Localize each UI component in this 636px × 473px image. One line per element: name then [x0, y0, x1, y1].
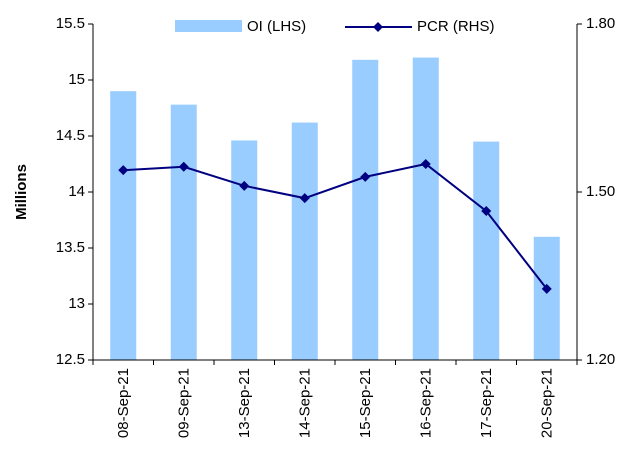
legend-swatch [175, 20, 242, 32]
y-axis-label: Millions [13, 164, 30, 220]
legend-label: PCR (RHS) [417, 18, 495, 35]
bar [231, 140, 258, 360]
bar [170, 104, 197, 360]
marker [420, 159, 431, 169]
y-tick-label: 14.5 [56, 127, 85, 144]
marker [178, 161, 189, 172]
y-tick-label: 15 [68, 71, 85, 88]
marker [541, 283, 552, 294]
bar [110, 91, 137, 360]
x-tick-label: 15-Sep-21 [357, 368, 374, 438]
y-tick-label: 15.5 [56, 15, 85, 32]
bar [412, 57, 439, 360]
marker [299, 193, 310, 204]
y2-tick-label: 1.80 [586, 15, 615, 32]
y-tick-label: 13.5 [56, 239, 85, 256]
x-tick-label: 08-Sep-21 [115, 368, 132, 438]
x-tick-label: 14-Sep-21 [297, 368, 314, 438]
x-tick-label: 16-Sep-21 [418, 368, 435, 438]
bar [291, 122, 318, 360]
x-tick-label: 09-Sep-21 [176, 368, 193, 438]
bar [352, 59, 379, 361]
bar [473, 141, 500, 360]
x-tick-label: 17-Sep-21 [478, 368, 495, 438]
y2-tick-label: 1.50 [586, 183, 615, 200]
marker [118, 165, 129, 176]
marker [360, 171, 371, 182]
y-tick-label: 13 [68, 295, 85, 312]
line [123, 162, 548, 290]
legend-marker [373, 22, 383, 32]
marker [239, 180, 250, 191]
legend-label: OI (LHS) [247, 18, 306, 35]
y2-tick-label: 1.20 [586, 351, 615, 368]
y-tick-label: 14 [68, 183, 85, 200]
x-tick-label: 20-Sep-21 [539, 368, 556, 438]
x-tick-label: 13-Sep-21 [236, 368, 253, 438]
bar [533, 236, 560, 360]
y-tick-label: 12.5 [56, 351, 85, 368]
marker [481, 206, 492, 217]
